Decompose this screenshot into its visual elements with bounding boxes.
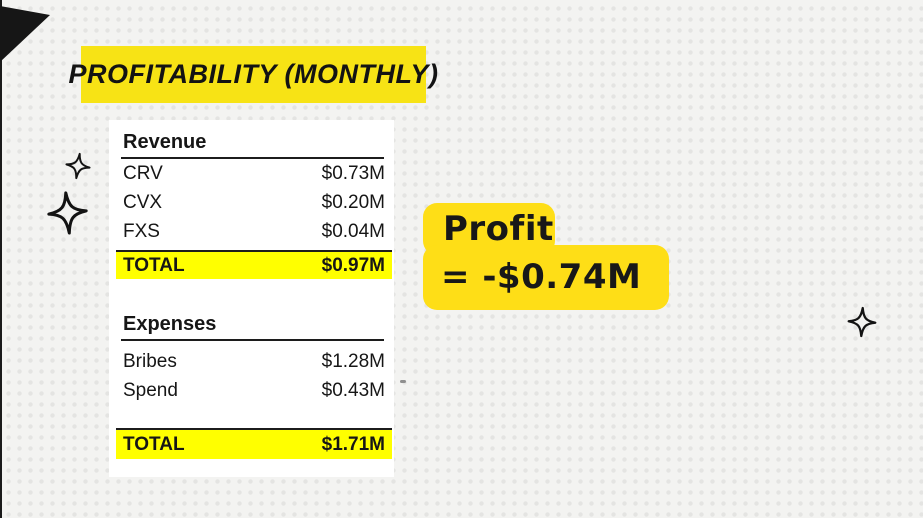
- left-edge-line: [0, 0, 2, 518]
- total-label: TOTAL: [123, 434, 185, 455]
- table-row: Spend $0.43M: [109, 376, 394, 405]
- table-row: CRV $0.73M: [109, 159, 394, 188]
- row-value: $0.43M: [321, 380, 385, 401]
- table-row: FXS $0.04M: [109, 217, 394, 246]
- table-row: CVX $0.20M: [109, 188, 394, 217]
- total-value: $0.97M: [321, 255, 385, 276]
- corner-stroke-icon: [0, 6, 50, 62]
- sparkle-icon: [47, 191, 88, 235]
- sparkle-icon: [847, 306, 877, 338]
- row-label: FXS: [123, 221, 160, 242]
- row-label: CVX: [123, 192, 163, 213]
- row-value: $0.04M: [321, 221, 385, 242]
- expenses-section-header: Expenses: [121, 302, 384, 341]
- total-label: TOTAL: [123, 255, 185, 276]
- profit-callout-line1: Profit: [443, 209, 554, 249]
- revenue-section-header: Revenue: [121, 120, 384, 159]
- page-title: PROFITABILITY (MONTHLY): [69, 46, 438, 103]
- row-value: $0.73M: [321, 163, 385, 184]
- row-value: $0.20M: [321, 192, 385, 213]
- expenses-total-row: TOTAL $1.71M: [116, 428, 392, 459]
- profit-callout-highlight: [423, 245, 669, 310]
- total-value: $1.71M: [321, 434, 385, 455]
- profitability-table: Revenue CRV $0.73M CVX $0.20M FXS $0.04M…: [109, 120, 394, 477]
- row-value: $1.28M: [321, 351, 385, 372]
- row-label: CRV: [123, 163, 163, 184]
- table-row: Bribes $1.28M: [109, 347, 394, 376]
- sparkle-icon: [65, 152, 91, 180]
- revenue-total-row: TOTAL $0.97M: [116, 250, 392, 279]
- stray-dash-mark: [400, 380, 406, 383]
- profit-callout-line2: = -$0.74M: [441, 257, 642, 297]
- row-label: Spend: [123, 380, 178, 401]
- row-label: Bribes: [123, 351, 177, 372]
